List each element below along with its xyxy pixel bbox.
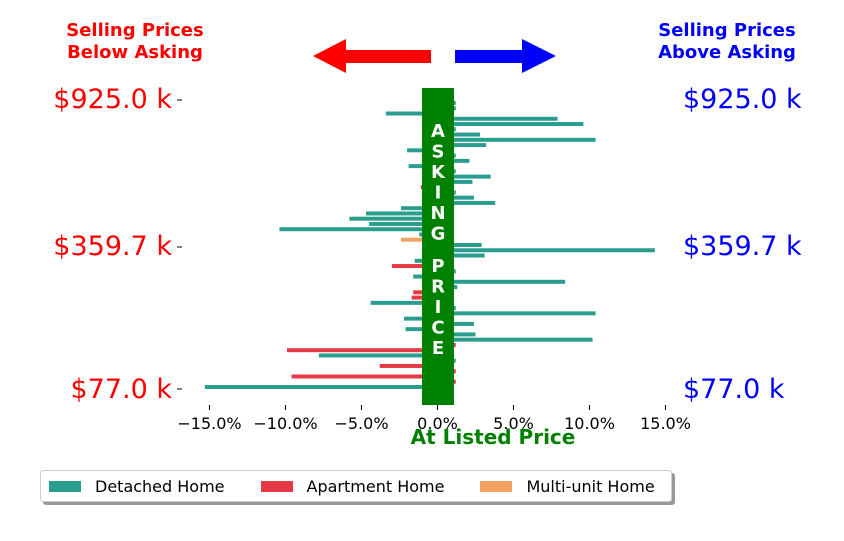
bar bbox=[437, 253, 485, 258]
right-price-top: $925.0 k bbox=[683, 84, 802, 115]
bar bbox=[437, 122, 584, 127]
x-tick-label: 5.0% bbox=[493, 414, 534, 433]
band-letter: A bbox=[431, 121, 445, 142]
above-asking-title: Selling Prices Above Asking bbox=[632, 20, 822, 64]
arrow-left-icon bbox=[313, 39, 431, 73]
legend: Detached Home Apartment Home Multi-unit … bbox=[40, 470, 672, 502]
bar bbox=[437, 311, 596, 316]
bar bbox=[437, 132, 481, 137]
bar bbox=[437, 116, 558, 121]
bar bbox=[437, 200, 496, 205]
legend-swatch-detached bbox=[49, 480, 81, 492]
bar bbox=[318, 353, 438, 358]
legend-item-apartment: Apartment Home bbox=[260, 476, 445, 496]
legend-label-multi: Multi-unit Home bbox=[526, 476, 655, 496]
bar bbox=[401, 237, 438, 242]
legend-label-detached: Detached Home bbox=[95, 476, 225, 496]
band-letter: G bbox=[431, 224, 446, 245]
x-tick-label: 0.0% bbox=[417, 414, 458, 433]
bar bbox=[291, 374, 438, 379]
band-letter: R bbox=[431, 277, 445, 298]
bar bbox=[349, 216, 438, 221]
band-letter: N bbox=[430, 203, 445, 224]
band-letter: S bbox=[432, 142, 445, 163]
bar bbox=[369, 221, 438, 226]
bar bbox=[370, 300, 438, 305]
x-tick-label: −5.0% bbox=[334, 414, 388, 433]
legend-item-multi: Multi-unit Home bbox=[480, 476, 655, 496]
bar bbox=[437, 143, 487, 148]
bar bbox=[437, 195, 474, 200]
bar bbox=[401, 206, 438, 211]
band-letter: K bbox=[431, 162, 446, 183]
left-price-top: $925.0 k bbox=[53, 84, 172, 115]
right-price-middle: $359.7 k bbox=[683, 231, 802, 262]
bar bbox=[437, 179, 473, 184]
below-asking-line1: Selling Prices bbox=[66, 20, 204, 41]
band-letter: C bbox=[431, 318, 444, 339]
bar bbox=[391, 264, 438, 269]
x-tick-label: 10.0% bbox=[564, 414, 615, 433]
below-asking-line2: Below Asking bbox=[67, 42, 203, 63]
band-letter: P bbox=[431, 256, 444, 277]
x-axis: −15.0% −10.0% −5.0% 0.0% 5.0% 10.0% 15.0% bbox=[177, 405, 691, 433]
bar bbox=[366, 211, 438, 216]
legend-label-apartment: Apartment Home bbox=[306, 476, 445, 496]
left-price-middle: $359.7 k bbox=[53, 231, 172, 262]
x-tick-label: −10.0% bbox=[253, 414, 317, 433]
band-letter: E bbox=[432, 338, 444, 359]
right-price-bottom: $77.0 k bbox=[683, 374, 785, 405]
bar bbox=[279, 227, 438, 232]
below-asking-title: Selling Prices Below Asking bbox=[40, 20, 230, 64]
arrow-right-icon bbox=[455, 39, 556, 73]
bar bbox=[437, 332, 476, 337]
bar bbox=[405, 327, 438, 332]
above-asking-line2: Above Asking bbox=[658, 42, 796, 63]
above-asking-line1: Selling Prices bbox=[658, 20, 796, 41]
x-tick-label: −15.0% bbox=[177, 414, 241, 433]
bar bbox=[437, 337, 593, 342]
bar bbox=[437, 174, 491, 179]
left-price-bottom: $77.0 k bbox=[70, 374, 172, 405]
legend-swatch-apartment bbox=[260, 480, 293, 492]
band-letter: I bbox=[435, 183, 442, 204]
bar bbox=[437, 137, 596, 142]
bar bbox=[404, 316, 438, 321]
bar bbox=[437, 248, 655, 253]
band-letter: I bbox=[435, 297, 442, 318]
x-tick-label: 15.0% bbox=[640, 414, 691, 433]
bar bbox=[287, 348, 438, 353]
bar bbox=[437, 321, 474, 326]
asking-price-band bbox=[422, 88, 454, 405]
bar bbox=[385, 111, 438, 116]
bar bbox=[437, 279, 566, 284]
bar bbox=[437, 243, 482, 247]
bar bbox=[379, 363, 438, 368]
x-axis-label: At Listed Price bbox=[411, 425, 576, 449]
legend-item-detached: Detached Home bbox=[49, 477, 225, 496]
legend-swatch-multi bbox=[480, 480, 513, 492]
bar bbox=[204, 385, 438, 389]
